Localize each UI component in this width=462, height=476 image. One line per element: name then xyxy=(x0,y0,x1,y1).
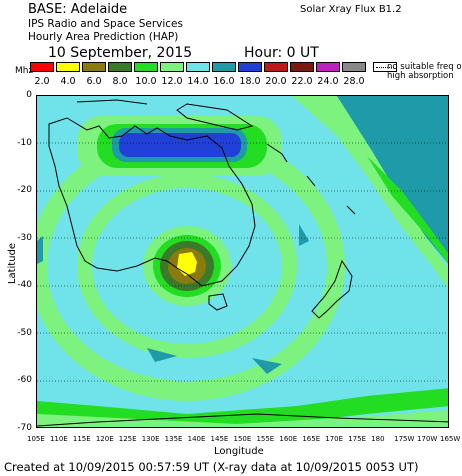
centre-yellow xyxy=(177,252,197,276)
no-suitable-freq-swatch xyxy=(373,62,397,72)
longitude-tick-label: 170W xyxy=(417,435,438,443)
longitude-tick-label: 175W xyxy=(394,435,415,443)
legend-label: 2.0 xyxy=(34,76,50,87)
longitude-tick-label: 160E xyxy=(279,435,298,443)
legend-label: 14.0 xyxy=(187,76,209,87)
legend-swatch-16-0 xyxy=(212,62,236,72)
longitude-tick-label: 140E xyxy=(187,435,206,443)
legend-label: 12.0 xyxy=(161,76,183,87)
longitude-tick-label: 155E xyxy=(256,435,275,443)
longitude-tick-label: 165W xyxy=(440,435,461,443)
no-suitable-freq-label: no suitable freq or high absorption xyxy=(387,62,462,81)
longitude-tick-label: 180 xyxy=(371,435,385,443)
legend-label: 20.0 xyxy=(265,76,287,87)
legend-label: 28.0 xyxy=(343,76,365,87)
longitude-tick-label: 170E xyxy=(325,435,344,443)
legend-swatch-8-0 xyxy=(108,62,132,72)
legend-swatch-4-0 xyxy=(56,62,80,72)
legend-swatch-24-0 xyxy=(316,62,340,72)
product-label: Hourly Area Prediction (HAP) xyxy=(28,31,179,43)
legend-label: 10.0 xyxy=(135,76,157,87)
legend-swatch-12-0 xyxy=(160,62,184,72)
legend-swatch-6-0 xyxy=(82,62,106,72)
longitude-tick-label: 145E xyxy=(210,435,229,443)
longitude-tick-label: 105E xyxy=(27,435,45,443)
longitude-tick-label: 150E xyxy=(233,435,252,443)
coastlines xyxy=(37,99,448,427)
latitude-tick-label: 0 xyxy=(26,90,32,100)
date-label: 10 September, 2015 xyxy=(48,45,193,61)
longitude-tick-label: 130E xyxy=(141,435,160,443)
longitude-tick-label: 135E xyxy=(164,435,183,443)
footer-created: Created at 10/09/2015 00:57:59 UT (X-ray… xyxy=(4,460,419,474)
legend-label: 24.0 xyxy=(317,76,339,87)
solar-flux-label: Solar Xray Flux B1.2 xyxy=(300,4,402,15)
legend-label: 8.0 xyxy=(112,76,128,87)
longitude-tick-label: 120E xyxy=(95,435,114,443)
longitude-tick-label: 165E xyxy=(302,435,321,443)
south-green-strip xyxy=(37,388,448,426)
latitude-axis-label: Latitude xyxy=(7,242,19,285)
teal-patch-left xyxy=(37,236,43,264)
latitude-tick-label: -20 xyxy=(17,185,32,195)
legend-swatch-20-0 xyxy=(264,62,288,72)
latitude-tick-label: -60 xyxy=(17,375,32,385)
legend-swatch-14-0 xyxy=(186,62,210,72)
teal-patch-right xyxy=(299,224,309,246)
map-canvas xyxy=(37,96,448,427)
organisation-label: IPS Radio and Space Services xyxy=(28,18,183,30)
latitude-tick-label: -40 xyxy=(17,280,32,290)
legend-label: 16.0 xyxy=(213,76,235,87)
legend-label: 6.0 xyxy=(86,76,102,87)
latitude-tick-label: -30 xyxy=(17,232,32,243)
base-title: BASE: Adelaide xyxy=(28,2,128,17)
latitude-tick-label: -50 xyxy=(17,327,32,338)
latitude-tick-label: -10 xyxy=(17,137,32,148)
legend-swatch-28-0 xyxy=(342,62,366,72)
teal-patch-south xyxy=(252,358,282,374)
legend-label: 18.0 xyxy=(239,76,261,87)
legend-swatch-22-0 xyxy=(290,62,314,72)
longitude-tick-label: 175E xyxy=(348,435,367,443)
frequency-legend: Mhz 2.0 4.0 6.0 8.0 10.0 12.0 14.0 16.0 18.0 20.0… xyxy=(15,62,462,92)
legend-unit: Mhz xyxy=(15,66,34,76)
longitude-tick-label: 110E xyxy=(49,435,68,443)
hour-label: Hour: 0 UT xyxy=(244,45,319,61)
legend-label: 22.0 xyxy=(291,76,313,87)
north-blue-band xyxy=(119,133,241,157)
east-green-outer xyxy=(367,156,448,264)
legend-label: 4.0 xyxy=(60,76,76,87)
longitude-tick-label: 115E xyxy=(72,435,91,443)
legend-swatch-18-0 xyxy=(238,62,262,72)
longitude-tick-label: 125E xyxy=(118,435,137,443)
legend-swatch-2-0 xyxy=(30,62,54,72)
longitude-axis-label: Longitude xyxy=(214,446,264,457)
latitude-tick-label: -70 xyxy=(17,422,32,433)
frequency-map xyxy=(36,95,449,428)
legend-swatch-10-0 xyxy=(134,62,158,72)
teal-patch-centre-low xyxy=(147,348,177,362)
south-light-green xyxy=(37,410,448,427)
